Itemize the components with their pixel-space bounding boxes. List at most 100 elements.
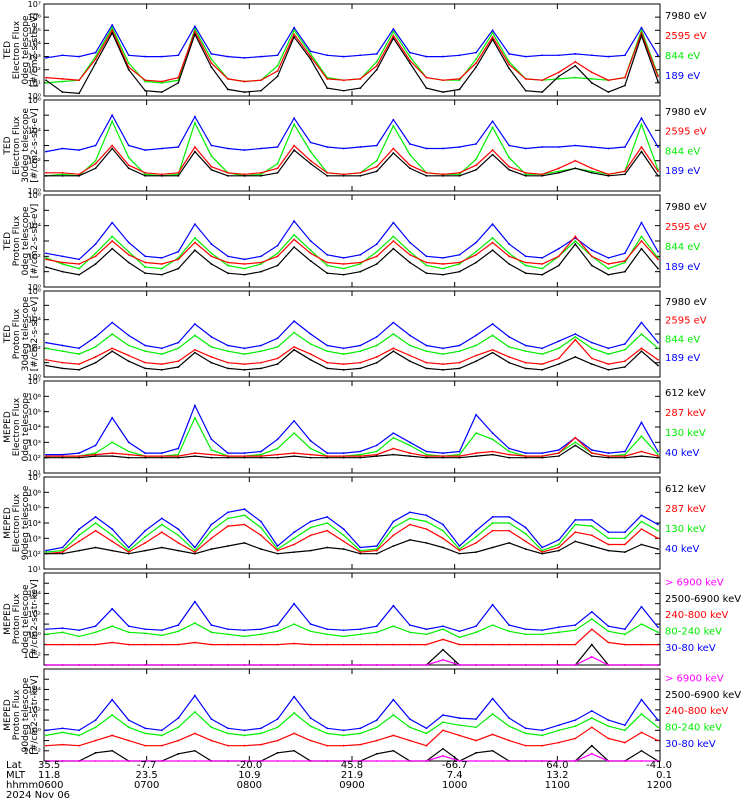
data-point <box>541 273 544 276</box>
data-point <box>193 749 196 752</box>
series-line <box>46 416 659 457</box>
data-point <box>276 739 279 742</box>
data-point <box>359 456 362 459</box>
data-point <box>408 354 411 357</box>
data-point <box>375 243 378 245</box>
data-point <box>392 534 395 537</box>
data-point <box>193 249 196 252</box>
data-point <box>508 361 511 364</box>
data-point <box>359 551 362 554</box>
data-point <box>193 348 196 351</box>
data-point <box>61 54 64 57</box>
data-point <box>61 727 64 730</box>
legend-entry: 130 keV <box>665 428 706 439</box>
data-point <box>227 344 229 347</box>
data-point <box>61 147 64 150</box>
data-point <box>227 78 229 80</box>
y-tick-label: 10² <box>28 454 41 463</box>
data-point <box>640 698 643 701</box>
data-point <box>590 171 593 174</box>
data-point <box>508 739 511 742</box>
y-tick-label: 10⁴ <box>28 39 41 48</box>
data-point <box>359 367 362 370</box>
data-point <box>491 351 494 354</box>
data-point <box>408 517 411 520</box>
data-point <box>177 341 180 344</box>
data-point <box>45 551 47 554</box>
y-tick-label: 10⁰ <box>28 373 41 382</box>
data-point <box>111 347 114 350</box>
data-point <box>574 444 577 447</box>
y-tick-label: 10⁵ <box>28 408 41 417</box>
data-point <box>326 452 329 454</box>
data-point <box>309 739 312 742</box>
data-point <box>78 263 80 265</box>
data-point <box>458 361 461 364</box>
data-point <box>177 752 180 755</box>
data-point <box>657 146 659 148</box>
data-point <box>392 436 395 439</box>
data-point <box>442 55 444 58</box>
y-axis-label: 30deg telescope <box>21 108 31 183</box>
data-point <box>326 261 329 264</box>
data-point <box>640 421 643 424</box>
footer-value: 1200 <box>647 780 672 791</box>
data-point <box>590 341 593 344</box>
data-point <box>574 719 577 722</box>
data-point <box>392 453 395 456</box>
data-point <box>640 749 643 752</box>
data-point <box>193 416 196 419</box>
panel-6: 10¹ 10² 10³ 10⁴ 10⁵ 10⁶ 10⁷ MEPED Electron Flux 9… <box>3 473 706 574</box>
data-point <box>508 263 511 265</box>
data-point <box>61 80 64 83</box>
data-point <box>293 33 296 36</box>
footer-value: 0900 <box>339 780 364 791</box>
legend-entry: 240-800 keV <box>665 610 729 621</box>
data-point <box>574 64 577 67</box>
data-point <box>193 404 196 407</box>
data-point <box>111 540 114 543</box>
data-point <box>508 450 511 453</box>
data-point <box>111 321 114 324</box>
data-point <box>276 643 279 646</box>
data-point <box>657 631 659 634</box>
data-point <box>227 174 229 177</box>
panel-frame <box>43 99 661 192</box>
data-point <box>276 244 279 247</box>
data-point <box>326 744 329 747</box>
data-point <box>276 54 279 57</box>
data-point <box>227 727 229 730</box>
data-point <box>160 363 163 365</box>
data-point <box>111 528 114 531</box>
data-point <box>590 146 593 148</box>
data-point <box>243 91 246 93</box>
data-point <box>392 347 395 350</box>
y-tick-label: 10² <box>28 66 41 75</box>
data-point <box>458 456 461 459</box>
y-tick-label: 10² <box>28 344 41 353</box>
data-point <box>94 58 97 61</box>
legend-entry: 40 keV <box>665 448 699 459</box>
data-point <box>260 79 262 82</box>
data-point <box>94 162 97 165</box>
data-point <box>359 455 362 458</box>
legend-entry: 189 eV <box>665 262 700 273</box>
series-line <box>45 23 659 59</box>
data-point <box>309 252 312 255</box>
data-point <box>425 450 428 453</box>
data-point <box>144 732 147 735</box>
data-point <box>293 732 296 735</box>
data-point <box>342 55 345 58</box>
y-axis-label: 90deg telescope <box>21 677 31 752</box>
data-point <box>342 760 345 762</box>
data-point <box>574 436 577 439</box>
data-point <box>590 618 593 620</box>
data-point <box>293 749 296 752</box>
data-point <box>193 115 196 118</box>
series-line <box>45 235 659 265</box>
y-axis-label: Proton Flux <box>12 593 22 644</box>
data-point <box>227 455 229 458</box>
data-point <box>541 643 544 646</box>
data-point <box>309 50 312 53</box>
data-point <box>392 118 395 121</box>
